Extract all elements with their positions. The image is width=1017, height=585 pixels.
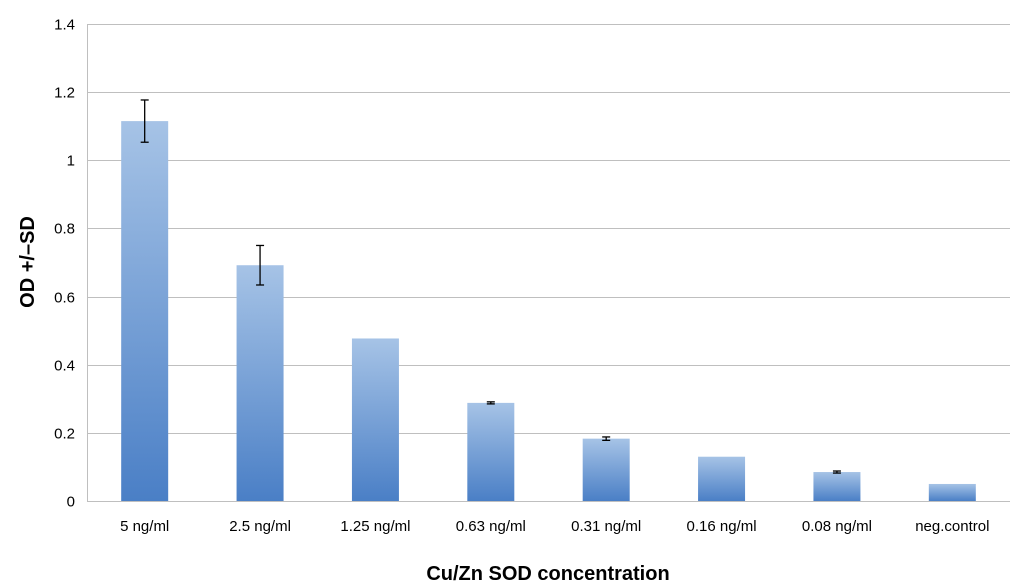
- bar: [121, 121, 169, 501]
- y-tick-label: 1.4: [54, 17, 75, 34]
- error-bar: [486, 401, 495, 405]
- bar: [698, 456, 746, 501]
- bar: [928, 483, 976, 501]
- x-tick-label: 0.08 ng/ml: [802, 518, 872, 535]
- bar: [582, 438, 630, 501]
- y-tick-label: 0.4: [54, 358, 75, 375]
- y-tick-label: 1.2: [54, 85, 75, 102]
- error-bar: [140, 99, 149, 143]
- x-tick-label: neg.control: [915, 518, 989, 535]
- y-tick-label: 0.2: [54, 426, 75, 443]
- bar: [467, 402, 515, 501]
- error-bar: [602, 436, 611, 442]
- gridlines: [87, 24, 1010, 502]
- x-axis-title: Cu/Zn SOD concentration: [426, 563, 669, 585]
- y-tick-label: 0.6: [54, 290, 75, 307]
- bars: [121, 121, 976, 501]
- x-tick-label: 0.16 ng/ml: [687, 518, 757, 535]
- y-tick-label: 1: [67, 153, 75, 170]
- x-tick-label: 5 ng/ml: [120, 518, 169, 535]
- y-tick-label: 0.8: [54, 221, 75, 238]
- bar: [236, 265, 284, 501]
- bar: [351, 338, 399, 501]
- x-tick-label: 1.25 ng/ml: [340, 518, 410, 535]
- y-axis-ticks: 0 0.2 0.4 0.6 0.8 1 1.2 1.4: [54, 17, 75, 511]
- error-bars: [140, 99, 841, 474]
- x-tick-label: 0.63 ng/ml: [456, 518, 526, 535]
- x-tick-label: 2.5 ng/ml: [229, 518, 291, 535]
- y-tick-label: 0: [67, 494, 75, 511]
- y-axis-title: OD +/–SD: [17, 216, 39, 308]
- bar: [813, 472, 861, 501]
- x-axis-ticks: 5 ng/ml 2.5 ng/ml 1.25 ng/ml 0.63 ng/ml 0.31…: [120, 518, 989, 535]
- error-bar: [832, 470, 841, 474]
- error-bar: [256, 244, 265, 286]
- x-tick-label: 0.31 ng/ml: [571, 518, 641, 535]
